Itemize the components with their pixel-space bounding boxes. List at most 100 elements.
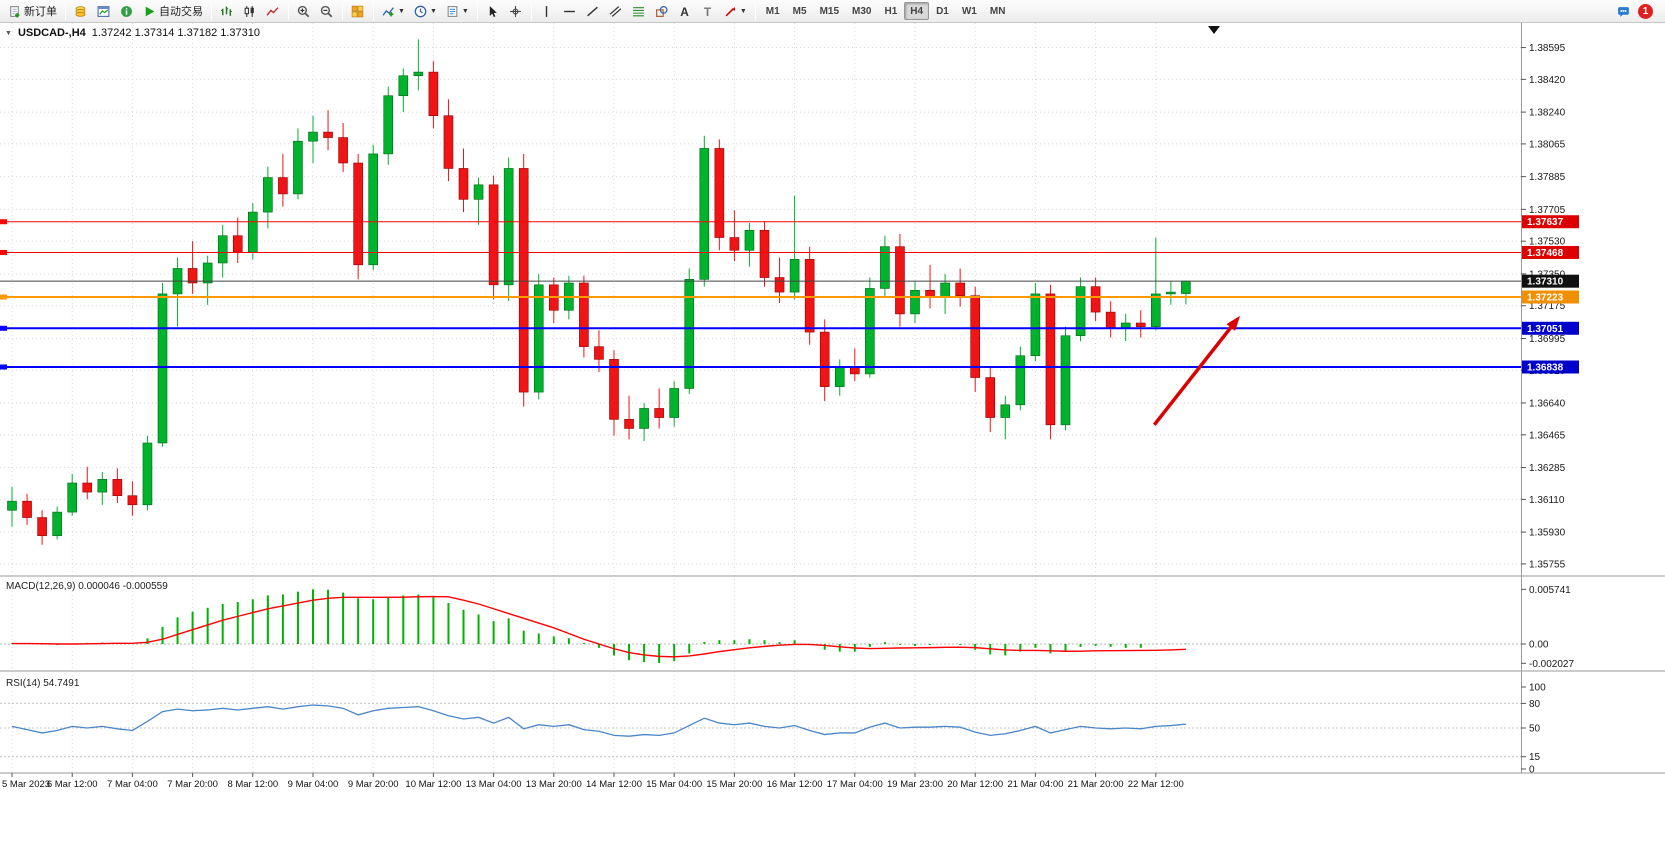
candle-bullish [744, 229, 755, 251]
shapes-button[interactable] [651, 1, 673, 21]
price-tick-label: 1.38065 [1529, 139, 1566, 150]
trendline-button[interactable] [582, 1, 604, 21]
market-watch-icon [75, 5, 86, 17]
candle-bearish [458, 168, 469, 200]
candle-bullish [383, 95, 394, 155]
data-window-icon [97, 5, 110, 17]
price-tag[interactable] [1522, 215, 1579, 229]
candle-bullish [473, 184, 484, 200]
timeframe-m1[interactable]: M1 [765, 5, 780, 17]
candle-bullish [503, 168, 514, 286]
candles-series [7, 39, 1191, 545]
timeframe-mn[interactable]: MN [989, 5, 1006, 17]
community-button[interactable] [1613, 1, 1635, 21]
notification-badge[interactable]: 1 [1638, 3, 1653, 19]
data-window-button[interactable] [93, 1, 115, 21]
rsi-scale-label: 0 [1529, 765, 1535, 776]
candle-bullish [7, 500, 17, 511]
fibonacci-button[interactable] [628, 1, 650, 21]
candles-mode-button[interactable] [239, 1, 261, 21]
fibonacci-icon [632, 6, 644, 16]
horizontal-line-button[interactable] [559, 1, 581, 21]
rsi-scale-label: 100 [1529, 683, 1546, 694]
hline-edge-marker [0, 249, 7, 255]
bars-mode-button[interactable] [216, 1, 238, 21]
timeframe-h4[interactable]: H4 [904, 2, 930, 20]
help-button[interactable] [116, 1, 138, 21]
price-tag[interactable] [1522, 245, 1579, 259]
new-order-icon [10, 5, 20, 17]
timeframe-h1[interactable]: H1 [884, 5, 898, 17]
candle-bullish [157, 293, 168, 444]
crosshair-button[interactable] [505, 1, 527, 21]
candle-bullish [910, 289, 920, 315]
timeframe-m30[interactable]: M30 [852, 5, 872, 17]
price-scale[interactable]: 1.38595 1.38420 1.38240 1.38065 1.37885 1.377… [1521, 43, 1579, 570]
candle-bullish [142, 442, 153, 506]
candle-bullish [1075, 286, 1086, 337]
price-tag[interactable] [1522, 321, 1579, 335]
timeframe-m5[interactable]: M5 [792, 5, 807, 17]
market-watch-button[interactable] [70, 1, 92, 21]
shapes-icon [655, 5, 668, 17]
timeframe-d1[interactable]: D1 [936, 5, 949, 17]
cursor-button[interactable] [482, 1, 504, 21]
indicators-icon [382, 6, 394, 16]
candle-bearish [232, 235, 243, 253]
zoom-in-button[interactable] [293, 1, 315, 21]
line-mode-button[interactable] [262, 1, 284, 21]
price-tag[interactable] [1522, 360, 1579, 374]
timeframe-m15[interactable]: M15 [819, 5, 840, 17]
trend-arrow-head [1226, 315, 1241, 331]
zoom-out-button[interactable] [316, 1, 338, 21]
rsi-scale-label: 15 [1529, 752, 1541, 763]
chart-symbol-period: USDCAD-,H4 [17, 27, 86, 39]
text-button[interactable]: A [674, 1, 696, 21]
templates-button[interactable]: ▼ [442, 1, 473, 21]
one-click-trading-arrow-icon[interactable]: ▼ [5, 29, 12, 37]
trend-arrow-object[interactable] [1152, 322, 1236, 426]
candle-bullish [248, 211, 258, 253]
hline-edge-marker [0, 325, 7, 331]
chart-window[interactable]: ▼ USDCAD-,H4 1.37242 1.37314 1.37182 1.3… [0, 23, 1665, 842]
horizontal-line-icon [563, 10, 575, 12]
candle-bearish [518, 168, 529, 393]
candle-bearish [804, 259, 815, 333]
macd-signal-line [12, 595, 1186, 658]
tile-windows-button[interactable] [347, 1, 369, 21]
new-order-button[interactable]: 新订单 [4, 1, 61, 21]
chart-shift-marker[interactable] [1208, 26, 1220, 34]
price-tag[interactable] [1522, 274, 1579, 288]
time-tick-label: 15 Mar 20:00 [706, 779, 762, 790]
indicators-button[interactable]: ▼ [378, 1, 409, 21]
equidistant-channel-button[interactable] [605, 1, 627, 21]
auto-trading-button[interactable]: 自动交易 [139, 1, 207, 21]
label-button[interactable]: T [697, 1, 719, 21]
tile-windows-icon [351, 5, 364, 17]
vertical-line-button[interactable] [536, 1, 558, 21]
toolbar-separator [373, 2, 374, 20]
equidistant-channel-icon [609, 5, 622, 17]
time-tick-label: 13 Mar 20:00 [526, 779, 582, 790]
candle-bearish [443, 115, 454, 169]
zoom-out-icon [320, 5, 333, 17]
timeframe-w1[interactable]: W1 [961, 5, 977, 17]
candle-bullish [97, 479, 108, 493]
arrows-button[interactable]: ▼ [720, 1, 751, 21]
macd-histogram [11, 589, 1187, 664]
svg-text:A: A [680, 5, 689, 18]
caret-down-icon: ▼ [429, 7, 437, 15]
candle-bullish [1166, 291, 1176, 295]
chart-ohlc-values: 1.37242 1.37314 1.37182 1.37310 [91, 27, 260, 39]
price-tick-label: 1.38240 [1529, 108, 1566, 119]
time-tick-label: 20 Mar 12:00 [947, 779, 1003, 790]
time-tick-label: 5 Mar 2023 [2, 779, 50, 790]
new-order-button-label: 新订单 [24, 6, 57, 18]
price-tick-label: 1.36110 [1529, 495, 1565, 506]
candle-bullish [1015, 355, 1026, 406]
main-chart[interactable]: MACD(12,26,9) 0.000046 -0.000559 RSI(14) … [0, 23, 1665, 842]
price-tag[interactable] [1522, 290, 1579, 304]
periods-button[interactable]: ▼ [410, 1, 441, 21]
zoom-in-icon [297, 5, 310, 17]
